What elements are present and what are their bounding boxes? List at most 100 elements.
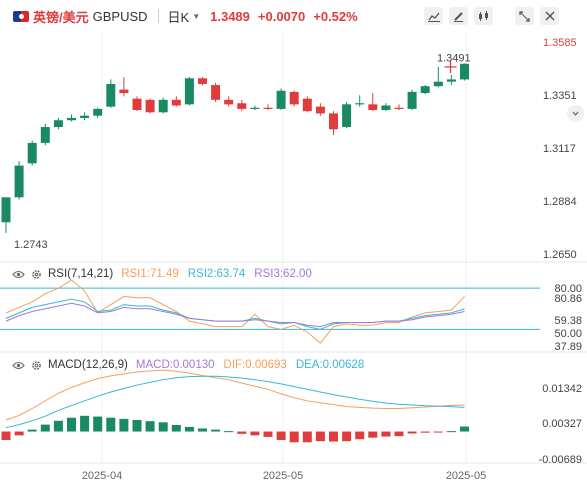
rsi3-line: [5, 302, 465, 328]
candle-body: [93, 108, 103, 116]
price-axis-label: 1.2650: [543, 249, 577, 261]
candle-body: [145, 99, 155, 113]
macd-histogram-bar: [237, 431, 247, 434]
candle-body: [171, 99, 181, 106]
macd-axis-label: 0.01342: [542, 383, 582, 395]
header-divider: [157, 9, 159, 23]
macd-histogram-bar: [315, 431, 325, 442]
date-axis-label: 2025-04: [82, 470, 122, 482]
macd-axis-label: -0.00689: [539, 454, 582, 466]
macd-histogram-bar: [158, 422, 168, 432]
last-price: 1.3489: [210, 8, 250, 24]
candle-body: [263, 107, 273, 109]
line-chart-icon[interactable]: [424, 7, 443, 25]
candle-body: [355, 103, 365, 105]
macd-histogram-bar: [53, 420, 63, 432]
candle-body: [250, 107, 260, 109]
rsi1-value: RSI1:71.49: [121, 268, 179, 280]
candle-body: [211, 85, 221, 100]
macd-histogram-bar: [407, 431, 417, 434]
candle-body: [224, 99, 234, 105]
dea-line: [5, 375, 465, 429]
price-axis-label: 1.3117: [543, 143, 576, 155]
rsi-axis-label: 59.38: [554, 315, 582, 327]
price-axis-label: 1.2884: [543, 196, 577, 208]
eye-icon[interactable]: [12, 270, 25, 279]
macd-histogram-bar: [211, 429, 221, 432]
macd-histogram-bar: [184, 426, 194, 432]
candle-body: [329, 113, 338, 130]
macd-histogram-bar: [342, 431, 352, 442]
candle-body: [407, 91, 417, 109]
macd-value: MACD:0.00130: [135, 359, 215, 371]
symbol-name: 英镑/美元: [33, 9, 89, 25]
rsi-axis-label: 80.00: [554, 283, 582, 295]
macd-histogram-bar: [132, 420, 142, 432]
rsi-legend: RSI(7,14,21) RSI1:71.49 RSI2:63.74 RSI3:…: [12, 268, 321, 280]
macd-histogram-bar: [171, 425, 181, 432]
candle-body: [342, 104, 352, 128]
price-axis-label: 1.3351: [543, 90, 577, 102]
macd-histogram-bar: [381, 431, 391, 437]
macd-histogram-bar: [93, 416, 103, 432]
candle-body: [132, 98, 142, 111]
candle-body: [289, 91, 299, 105]
rsi3-value: RSI3:62.00: [254, 268, 312, 280]
candle-body: [446, 79, 456, 82]
candle-body: [394, 107, 404, 109]
macd-histogram-bar: [80, 415, 90, 432]
macd-histogram-bar: [276, 431, 286, 440]
macd-histogram-bar: [1, 431, 11, 440]
macd-histogram-bar: [355, 431, 365, 440]
candlestick-series: [1, 60, 469, 233]
candle-body: [119, 89, 129, 94]
candle-body: [158, 99, 168, 113]
macd-histogram-bar: [27, 429, 37, 432]
close-icon[interactable]: [540, 7, 559, 25]
dif-value: DIF:0.00693: [223, 359, 287, 371]
price-change: +0.0070: [257, 8, 306, 24]
settings-gear-icon[interactable]: [31, 360, 42, 371]
candle-body: [67, 117, 76, 121]
candle-body: [460, 63, 469, 80]
eye-icon[interactable]: [12, 361, 25, 370]
price-change-pct: +0.52%: [313, 8, 358, 24]
candle-body: [315, 106, 325, 114]
rsi-axis-label: 50.00: [554, 328, 582, 340]
macd-histogram-bar: [40, 424, 50, 432]
chevron-down-icon[interactable]: ▼: [192, 11, 201, 21]
macd-histogram-bar: [14, 431, 24, 436]
rsi-axis-label: 37.89: [554, 341, 582, 353]
draw-pencil-icon[interactable]: [449, 7, 468, 25]
chart-toolbar: [424, 7, 559, 25]
period-selector[interactable]: 日K: [167, 9, 190, 25]
date-axis-label: 2025-05: [446, 470, 486, 482]
macd-name: MACD(12,26,9): [48, 359, 128, 371]
settings-gear-icon[interactable]: [31, 269, 42, 280]
side-menu-icon[interactable]: [567, 105, 584, 122]
candle-body: [184, 78, 194, 105]
macd-histogram-bar: [289, 431, 299, 443]
macd-axis-label: 0.00327: [542, 418, 582, 430]
rsi-axis-label: 80.86: [554, 293, 582, 305]
candle-body: [302, 98, 312, 112]
macd-histogram-bar: [420, 431, 430, 433]
low-price-label: 1.2743: [14, 239, 48, 251]
macd-legend: MACD(12,26,9) MACD:0.00130 DIF:0.00693 D…: [12, 359, 373, 371]
macd-histogram-bar: [198, 428, 207, 432]
candle-body: [14, 165, 24, 198]
price-axis-label: 1.3585: [543, 37, 577, 49]
macd-histogram-bar: [446, 431, 456, 433]
dif-line: [5, 369, 465, 421]
macd-histogram-bar: [302, 431, 312, 443]
candlestick-icon[interactable]: [474, 7, 493, 25]
candle-body: [433, 81, 443, 87]
fullscreen-icon[interactable]: [515, 7, 534, 25]
macd-histogram-bar: [433, 431, 443, 433]
candle-body: [198, 78, 207, 84]
macd-histogram-bar: [67, 417, 76, 432]
macd-histogram-bar: [329, 431, 338, 442]
candle-body: [53, 120, 63, 128]
macd-histogram-bar: [106, 417, 116, 432]
